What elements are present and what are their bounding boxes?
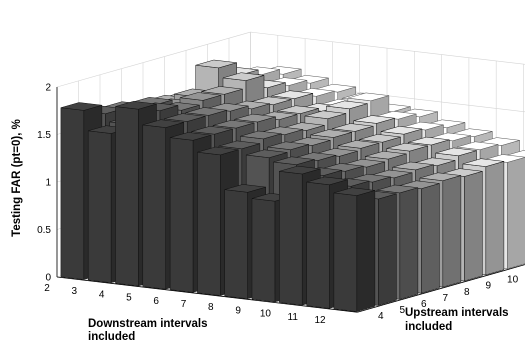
bar-side-face <box>464 171 482 281</box>
x-tick-label: 10 <box>260 309 272 320</box>
z-axis-label: Testing FAR (pt=0), % <box>11 119 23 237</box>
bar-front-face <box>334 193 357 312</box>
back-wall-gridline <box>251 32 525 67</box>
x-tick-label: 6 <box>153 296 159 307</box>
bar-front-face <box>279 171 302 305</box>
bar-side-face <box>378 194 396 306</box>
bar-side-face <box>443 176 461 288</box>
z-tick-label: 0.5 <box>37 225 51 236</box>
bar-front-face <box>197 152 220 295</box>
x-tick-label: 4 <box>99 289 105 300</box>
bar <box>334 188 375 312</box>
x-tick-label: 11 <box>288 312 299 323</box>
bar-front-face <box>143 125 166 289</box>
y-tick-label: 10 <box>507 275 519 286</box>
bar-front-face <box>225 190 248 299</box>
bar-side-face <box>507 157 525 269</box>
x-tick-label: 8 <box>208 302 214 313</box>
z-tick-label: 0 <box>45 273 51 284</box>
bar-side-face <box>357 190 375 311</box>
z-tick-label: 1.5 <box>37 130 51 141</box>
chart-bars <box>61 60 525 312</box>
y-tick-label: 7 <box>443 293 449 304</box>
y-tick-label: 4 <box>378 311 384 322</box>
z-tick-label: 1 <box>45 178 51 189</box>
bar-side-face <box>486 161 504 275</box>
z-tick-label: 2 <box>45 83 51 94</box>
x-tick-label: 12 <box>314 315 326 326</box>
x-axis-label-line2: included <box>88 331 135 343</box>
x-axis-label-line1: Downstream intervals <box>88 318 208 330</box>
bar-front-face <box>170 138 193 293</box>
bar-front-face <box>307 182 330 308</box>
bar-front-face <box>252 199 275 302</box>
x-tick-label: 5 <box>126 293 132 304</box>
bar-side-face <box>421 184 439 294</box>
y-axis-label-line2: included <box>405 321 452 333</box>
y-tick-label: 8 <box>464 287 470 298</box>
x-tick-label: 3 <box>72 286 78 297</box>
bar-front-face <box>88 131 111 283</box>
y-tick-label: 9 <box>486 281 492 292</box>
x-tick-label: 9 <box>235 305 241 316</box>
bar-front-face <box>116 107 139 286</box>
bar-front-face <box>61 108 84 280</box>
x-tick-label: 7 <box>181 299 187 310</box>
x-tick-label: 2 <box>44 283 50 294</box>
y-axis-label-line1: Upstream intervals <box>405 307 509 319</box>
bar-side-face <box>400 188 418 300</box>
